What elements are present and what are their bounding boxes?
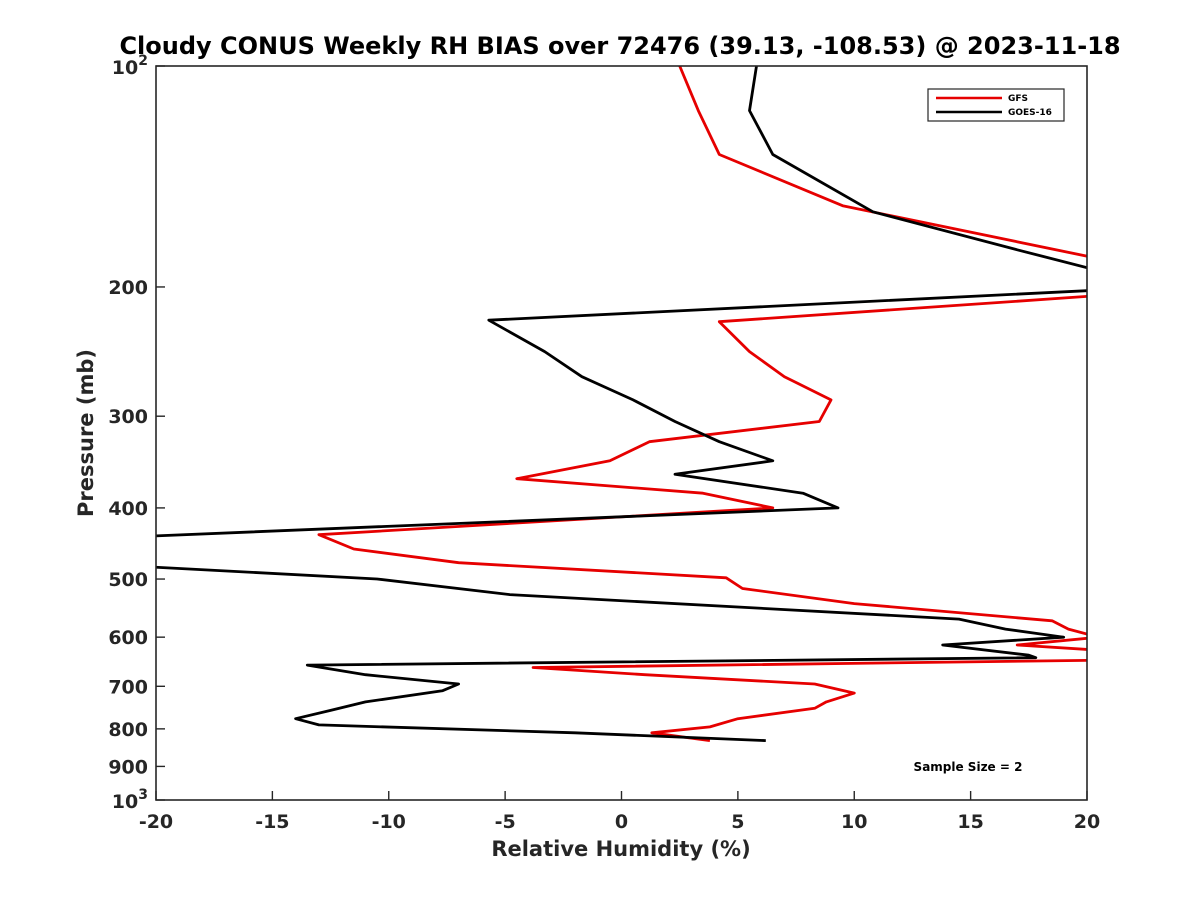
y-tick-base: 10: [112, 57, 138, 79]
legend-box: [927, 88, 1065, 122]
x-tick-label: -20: [139, 811, 173, 833]
y-tick-label: 300: [108, 406, 148, 428]
legend-label-gfs: GFS: [1008, 94, 1028, 104]
series-line-goes-16: [156, 66, 1087, 742]
legend-label-goes-16: GOES-16: [1008, 108, 1052, 118]
chart-title: Cloudy CONUS Weekly RH BIAS over 72476 (…: [119, 32, 1120, 60]
x-tick-label: 15: [957, 811, 983, 833]
y-tick-label: 800: [108, 719, 148, 741]
y-tick-label-power: 103: [112, 787, 148, 813]
y-tick-label: 700: [108, 676, 148, 698]
x-tick-label: 5: [731, 811, 744, 833]
y-tick-label: 500: [108, 569, 148, 591]
y-tick-base: 10: [112, 791, 138, 813]
x-tick-label: -15: [255, 811, 289, 833]
y-tick-label: 400: [108, 498, 148, 520]
y-tick-label-power: 102: [112, 53, 148, 79]
y-tick-label: 600: [108, 627, 148, 649]
y-axis-label: Pressure (mb): [74, 349, 98, 517]
series-layer: [156, 66, 1087, 742]
series-line-gfs: [317, 66, 1087, 742]
x-axis-label: Relative Humidity (%): [491, 837, 750, 861]
x-tick-label: 20: [1074, 811, 1100, 833]
y-tick-exponent: 2: [138, 53, 148, 69]
x-tick-label: 10: [841, 811, 867, 833]
x-tick-label: -5: [495, 811, 516, 833]
sample-size-annotation: Sample Size = 2: [914, 760, 1023, 774]
y-tick-label: 900: [108, 756, 148, 778]
legend: GFS GOES-16: [927, 88, 1065, 122]
y-tick-label: 200: [108, 277, 148, 299]
x-axis: -20 -15 -10 -5 0 5 10 15 20: [139, 791, 1100, 833]
y-tick-exponent: 3: [138, 787, 148, 803]
x-tick-label: -10: [372, 811, 406, 833]
plot-frame: [155, 65, 1088, 801]
x-tick-label: 0: [615, 811, 628, 833]
